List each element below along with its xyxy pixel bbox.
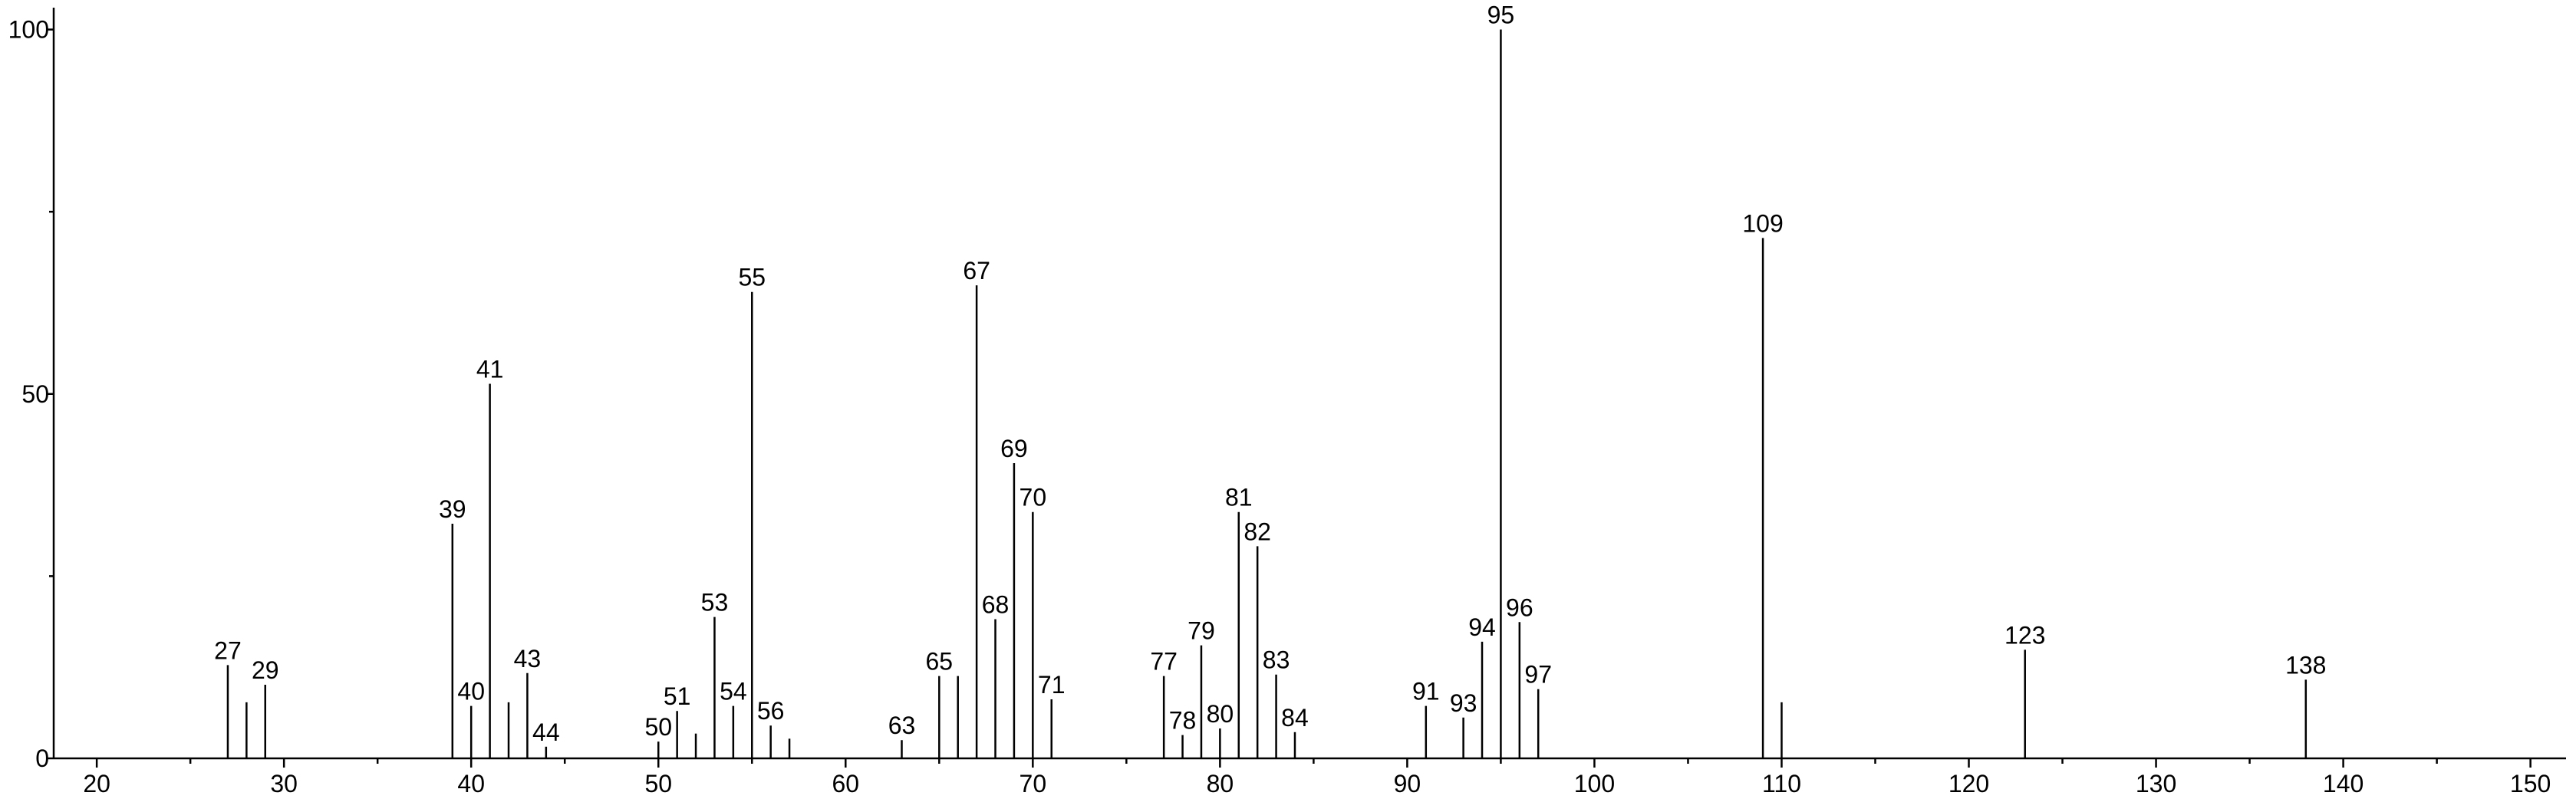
peak-label: 70 — [1020, 484, 1047, 511]
x-tick-label: 40 — [457, 770, 485, 797]
peak-label: 67 — [963, 257, 990, 284]
peak-label: 95 — [1487, 2, 1515, 29]
peak-label: 82 — [1244, 518, 1271, 545]
peak-label: 40 — [457, 678, 485, 705]
peak-label: 123 — [2004, 621, 2045, 649]
peak-label: 51 — [664, 682, 691, 710]
peak-label: 56 — [757, 697, 785, 725]
peak-label: 84 — [1281, 704, 1309, 732]
x-tick-label: 20 — [83, 770, 110, 797]
peak-label: 81 — [1225, 484, 1253, 511]
peak-label: 43 — [514, 645, 542, 672]
x-tick-label: 120 — [1948, 770, 1989, 797]
y-tick-label: 0 — [35, 745, 49, 772]
peak-label: 71 — [1038, 671, 1066, 699]
peak-label: 39 — [439, 495, 466, 523]
x-tick-label: 80 — [1207, 770, 1234, 797]
peak-label: 65 — [926, 648, 954, 676]
peak-label: 78 — [1169, 707, 1197, 735]
x-tick-label: 100 — [1574, 770, 1615, 797]
peak-label: 83 — [1263, 646, 1290, 674]
x-tick-label: 140 — [2323, 770, 2364, 797]
x-tick-label: 70 — [1020, 770, 1047, 797]
x-tick-label: 130 — [2136, 770, 2176, 797]
peak-label: 41 — [476, 355, 504, 383]
peak-label: 63 — [888, 712, 916, 739]
peak-label: 29 — [252, 656, 279, 684]
peak-label: 53 — [701, 589, 729, 617]
x-tick-label: 50 — [644, 770, 672, 797]
x-tick-label: 30 — [270, 770, 298, 797]
peak-label: 27 — [214, 636, 242, 664]
peak-label: 69 — [1000, 435, 1028, 462]
peak-label: 138 — [2285, 651, 2326, 679]
y-tick-label: 100 — [8, 16, 49, 44]
peak-label: 94 — [1468, 613, 1496, 641]
peak-label: 54 — [720, 678, 747, 705]
x-tick-label: 90 — [1394, 770, 1421, 797]
y-tick-label: 50 — [21, 380, 49, 408]
x-tick-label: 110 — [1762, 770, 1801, 797]
peak-label: 109 — [1742, 209, 1783, 237]
peak-label: 50 — [644, 713, 672, 741]
peak-label: 44 — [532, 718, 560, 746]
peak-label: 80 — [1207, 700, 1234, 728]
x-tick-label: 60 — [832, 770, 859, 797]
peak-label: 55 — [738, 264, 766, 291]
peak-label: 96 — [1506, 593, 1533, 621]
peak-label: 77 — [1150, 648, 1178, 676]
peak-label: 79 — [1188, 617, 1215, 645]
peak-label: 97 — [1524, 661, 1552, 689]
peak-label: 68 — [982, 590, 1010, 618]
peak-label: 93 — [1450, 689, 1477, 717]
peak-label: 91 — [1412, 678, 1440, 705]
x-tick-label: 150 — [2510, 770, 2551, 797]
